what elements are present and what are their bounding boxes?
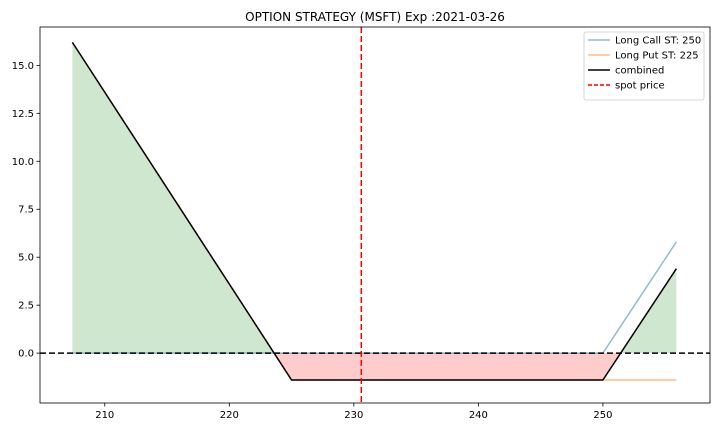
x-tick-label: 220: [220, 410, 239, 421]
x-tick-label: 240: [469, 410, 488, 421]
x-tick-label: 210: [95, 410, 114, 421]
chart-title: OPTION STRATEGY (MSFT) Exp :2021-03-26: [245, 10, 505, 24]
y-tick-label: 12.5: [12, 109, 34, 120]
y-tick-label: 10.0: [12, 157, 34, 168]
loss-region: [274, 353, 621, 380]
y-tick-label: 0.0: [18, 349, 34, 360]
y-tick-label: 7.5: [18, 205, 34, 216]
legend: Long Call ST: 250 Long Put ST: 225 combine…: [583, 31, 705, 101]
x-tick-label: 250: [593, 410, 612, 421]
legend-label-long-put-st-225: Long Put ST: 225: [615, 51, 699, 62]
legend-label-combined: combined: [615, 66, 664, 77]
y-axis: 0.0 2.5 5.0 7.5 10.0 12.5 15.0: [12, 61, 40, 360]
y-tick-label: 2.5: [18, 301, 34, 312]
legend-label-long-call-st-250: Long Call ST: 250: [615, 36, 701, 47]
legend-box: [583, 31, 705, 101]
legend-label-spot-price: spot price: [615, 81, 665, 92]
series-line-combined: [71, 41, 678, 381]
reference-lines: [40, 27, 710, 403]
axes-frame: [39, 26, 711, 404]
y-tick-label: 5.0: [18, 253, 34, 264]
x-tick-label: 230: [344, 410, 363, 421]
y-tick-label: 15.0: [12, 61, 34, 72]
x-axis: 210 220 230 240 250: [95, 403, 612, 421]
